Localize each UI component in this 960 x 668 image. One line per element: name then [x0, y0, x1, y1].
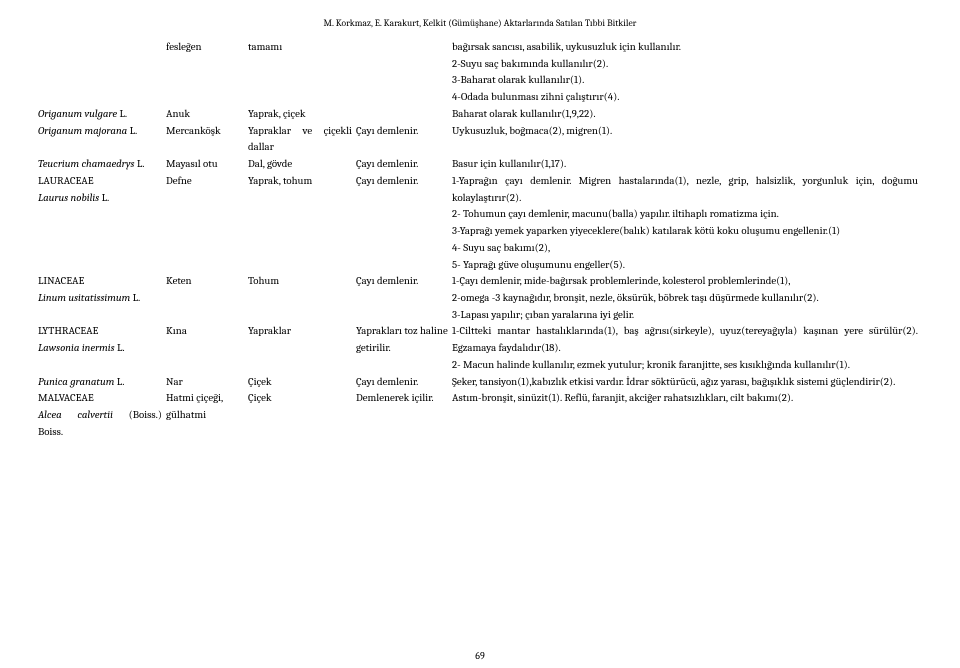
usage-text: 2- Tohumun çayı demlenir, macunu(balla) …	[452, 206, 918, 223]
part-used: Yapraklar	[248, 323, 356, 373]
preparation: Çayı demlenir.	[356, 156, 452, 173]
usage-text: Şeker, tansiyon(1),kabızlık etkisi vardı…	[452, 374, 922, 391]
common-name: Nar	[166, 374, 248, 391]
usage-text: Basur için kullanılır(1,17).	[452, 156, 922, 173]
usage-text: Uykusuzluk, boğmaca(2), migren(1).	[452, 123, 922, 156]
plants-table: fesleğen tamamı bağırsak sancısı, asabil…	[38, 39, 922, 441]
latin-name: Alcea calvertii	[38, 408, 113, 421]
table-row: LYTHRACEAE Lawsonia inermis L. Kına Yapr…	[38, 323, 922, 373]
part-used: Yaprak, çiçek	[248, 106, 356, 123]
latin-name: Laurus nobilis	[38, 191, 99, 204]
latin-name: Lawsonia inermis	[38, 341, 115, 354]
auth: L.	[99, 191, 109, 204]
latin-name: Teucrium chamaedrys	[38, 157, 134, 170]
part-used: Çiçek	[248, 390, 356, 440]
common-name: Mercanköşk	[166, 123, 248, 156]
part-used: Yaprak, tohum	[248, 173, 356, 273]
latin-name: Origanum vulgare	[38, 107, 117, 120]
common-name: Defne	[166, 173, 248, 273]
usage-text: 4-Odada bulunması zihni çalıştırır(4).	[452, 89, 918, 106]
table-row: Teucrium chamaedrys L. Mayasıl otu Dal, …	[38, 156, 922, 173]
family-name: MALVACEAE	[38, 390, 162, 407]
table-row: Origanum vulgare L. Anuk Yaprak, çiçek B…	[38, 106, 922, 123]
part-used: Yapraklar ve çiçekli dallar	[248, 123, 356, 156]
auth: L.	[130, 291, 140, 304]
latin-name: Origanum majorana	[38, 124, 127, 137]
common-name: Kına	[166, 323, 248, 373]
table-row: LAURACEAE Laurus nobilis L. Defne Yaprak…	[38, 173, 922, 273]
table-row: Punica granatum L. Nar Çiçek Çayı demlen…	[38, 374, 922, 391]
family-name: LYTHRACEAE	[38, 323, 162, 340]
common-name: Anuk	[166, 106, 248, 123]
part-used: tamamı	[248, 39, 356, 106]
latin-name: Punica granatum	[38, 375, 114, 388]
preparation: Çayı demlenir.	[356, 374, 452, 391]
latin-name: Linum usitatissimum	[38, 291, 130, 304]
family-name: LINACEAE	[38, 273, 162, 290]
common-name: Keten	[166, 273, 248, 323]
usage-text: 3-Yaprağı yemek yaparken yiyeceklere(bal…	[452, 223, 918, 240]
preparation: Çayı demlenir.	[356, 273, 452, 323]
usage-text: 1-Çayı demlenir, mide-bağırsak problemle…	[452, 273, 918, 290]
family-name: LAURACEAE	[38, 173, 162, 190]
common-name: Hatmi çiçeği, gülhatmi	[166, 390, 248, 440]
table-row: fesleğen tamamı bağırsak sancısı, asabil…	[38, 39, 922, 106]
page-header: M. Korkmaz, E. Karakurt, Kelkit (Gümüşha…	[38, 18, 922, 29]
usage-text: Astım-bronşit, sinüzit(1). Reflü, faranj…	[452, 390, 922, 440]
table-row: MALVACEAE Alcea calvertii (Boiss.) Boiss…	[38, 390, 922, 440]
usage-text: 2-Suyu saç bakımında kullanılır(2).	[452, 56, 918, 73]
preparation: Çayı demlenir.	[356, 173, 452, 273]
auth: L.	[117, 107, 127, 120]
usage-text: 3-Baharat olarak kullanılır(1).	[452, 72, 918, 89]
usage-text: 2- Macun halinde kullanılır, ezmek yutul…	[452, 357, 918, 374]
part-used: Dal, gövde	[248, 156, 356, 173]
usage-text: 1-Yaprağın çayı demlenir. Migren hastala…	[452, 173, 918, 206]
auth: L.	[115, 341, 125, 354]
common-name: Mayasıl otu	[166, 156, 248, 173]
common-name: fesleğen	[166, 39, 248, 106]
page-number: 69	[0, 650, 960, 662]
table-row: Origanum majorana L. Mercanköşk Yaprakla…	[38, 123, 922, 156]
usage-text: 4- Suyu saç bakımı(2),	[452, 240, 918, 257]
auth: L.	[127, 124, 137, 137]
preparation: Yaprakları toz haline getirilir.	[356, 323, 452, 373]
usage-text: 1-Ciltteki mantar hastalıklarında(1), ba…	[452, 323, 918, 356]
usage-text: bağırsak sancısı, asabilik, uykusuzluk i…	[452, 39, 918, 56]
part-used: Çiçek	[248, 374, 356, 391]
usage-text: Baharat olarak kullanılır(1,9,22).	[452, 106, 922, 123]
auth: L.	[134, 157, 144, 170]
preparation: Demlenerek içilir.	[356, 390, 452, 440]
usage-text: 5- Yaprağı güve oluşumunu engeller(5).	[452, 257, 918, 274]
auth: L.	[114, 375, 124, 388]
table-row: LINACEAE Linum usitatissimum L. Keten To…	[38, 273, 922, 323]
preparation: Çayı demlenir.	[356, 123, 452, 156]
part-used: Tohum	[248, 273, 356, 323]
usage-text: 3-Lapası yapılır; çıban yaralarına iyi g…	[452, 307, 918, 324]
usage-text: 2-omega -3 kaynağıdır, bronşit, nezle, ö…	[452, 290, 918, 307]
